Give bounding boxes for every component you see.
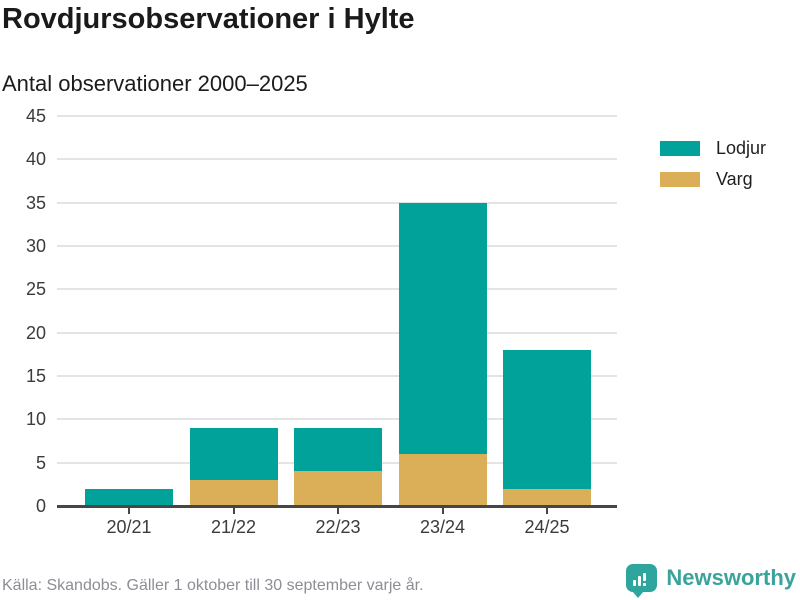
legend-label: Varg (716, 169, 753, 189)
x-axis-baseline (57, 505, 617, 508)
plot-area (57, 115, 617, 508)
bar-segment-lodjur-23-24 (398, 202, 487, 454)
bar-segment-varg-23-24 (398, 454, 487, 506)
gridline (57, 288, 617, 291)
gridline (57, 331, 617, 334)
y-axis-tick-label: 25 (25, 279, 46, 300)
newsworthy-branding[interactable]: Newsworthy (626, 563, 796, 598)
newsworthy-logo-icon (626, 564, 658, 598)
speech-bubble-tail (632, 591, 645, 598)
bar-segment-varg-22-23 (294, 471, 382, 506)
exclamation-glyph (643, 573, 647, 586)
gridline (57, 245, 617, 247)
x-axis-tick (232, 508, 235, 514)
legend-swatch (660, 141, 700, 156)
x-axis-tick (546, 508, 548, 514)
y-axis-tick-label: 20 (25, 322, 46, 343)
x-axis-tick-label: 24/25 (524, 517, 570, 537)
y-axis-tick-label: 45 (25, 106, 46, 126)
y-axis-tick-label: 5 (35, 452, 46, 473)
gridline (57, 115, 617, 117)
bar-segment-lodjur-20-21 (85, 488, 173, 506)
x-axis-tick (441, 508, 444, 514)
y-axis-tick-label: 40 (25, 149, 46, 170)
x-axis-tick (128, 508, 130, 514)
stacked-bar-chart: 0 5 10 15 20 25 30 35 40 45 20/21 21/22 22/23 23/24 24… (25, 106, 617, 537)
gridline (57, 158, 617, 161)
legend-item-varg: Varg (660, 169, 766, 190)
x-axis-tick (337, 508, 339, 514)
x-axis-tick-label: 23/24 (419, 517, 466, 537)
y-axis-tick-label: 10 (25, 409, 46, 430)
x-axis-tick-label: 20/21 (106, 517, 152, 537)
y-axis-tick-label: 35 (25, 192, 46, 213)
gridline (57, 418, 617, 421)
source-caption: Källa: Skandobs. Gäller 1 oktober till 3… (2, 577, 424, 594)
chart-title: Rovdjursobservationer i Hylte (2, 3, 415, 35)
branding-name: Newsworthy (666, 565, 796, 590)
legend-item-lodjur: Lodjur (660, 138, 766, 159)
x-axis-tick-label: 21/22 (210, 517, 257, 537)
y-axis-tick-label: 15 (25, 366, 46, 386)
mini-bar-chart-glyph (633, 573, 647, 586)
chart-subtitle: Antal observationer 2000–2025 (2, 71, 308, 96)
bar-segment-lodjur-21-22 (189, 428, 278, 480)
y-axis-tick-label: 30 (25, 236, 46, 256)
legend-label: Lodjur (716, 138, 767, 158)
legend-swatch (660, 172, 700, 187)
bar-segment-varg-21-22 (189, 480, 278, 506)
x-axis-tick-label: 22/23 (315, 517, 361, 537)
gridline (57, 375, 617, 377)
legend: Lodjur Varg (660, 138, 766, 200)
bar-segment-lodjur-22-23 (294, 428, 382, 472)
gridline (57, 201, 617, 204)
y-axis-tick-label: 0 (35, 496, 46, 516)
bar-segment-varg-24-25 (503, 488, 591, 506)
bar-segment-lodjur-24-25 (503, 350, 591, 489)
